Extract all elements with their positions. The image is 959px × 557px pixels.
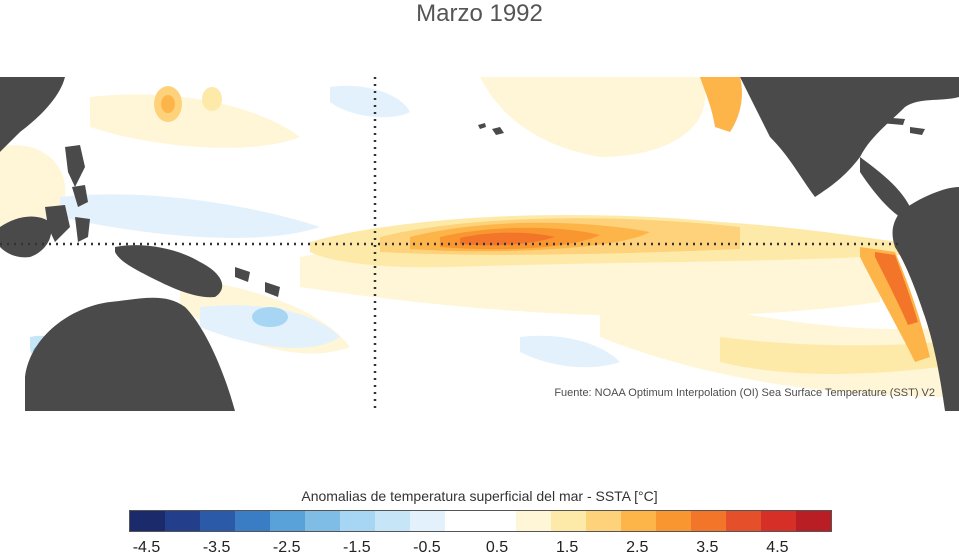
reference-lines xyxy=(0,77,900,411)
colorbar-swatch xyxy=(375,511,411,531)
colorbar-swatch xyxy=(760,511,796,531)
colorbar-swatch xyxy=(410,511,446,531)
source-credit: Fuente: NOAA Optimum Interpolation (OI) … xyxy=(554,387,935,399)
colorbar-ticks: -4.5 -3.5 -2.5 -1.5 -0.5 0.5 1.5 2.5 3.5 4.5 xyxy=(0,539,959,557)
colorbar-swatch xyxy=(550,511,586,531)
colorbar-swatch xyxy=(340,511,376,531)
anomaly-fields xyxy=(0,77,950,397)
colorbar-tick-label: -1.5 xyxy=(343,539,371,556)
colorbar-tick-label: -2.5 xyxy=(272,539,301,556)
colorbar-tick-label: 3.5 xyxy=(696,539,719,556)
colorbar-swatch xyxy=(130,511,166,531)
colorbar-swatch xyxy=(165,511,201,531)
colorbar-swatch xyxy=(515,511,551,531)
colorbar-swatch xyxy=(270,511,306,531)
colorbar-tick-label: -0.5 xyxy=(413,539,441,556)
colorbar-tick-label: 1.5 xyxy=(556,539,579,556)
colorbar-swatch xyxy=(200,511,236,531)
colorbar-swatch xyxy=(585,511,621,531)
colorbar-swatch xyxy=(235,511,271,531)
colorbar-tick-label: 2.5 xyxy=(626,539,649,556)
colorbar-swatch xyxy=(725,511,761,531)
ssta-map xyxy=(0,77,959,411)
colorbar-swatch xyxy=(620,511,656,531)
colorbar-label: Anomalias de temperatura superficial del… xyxy=(301,488,658,504)
map-title: Marzo 1992 xyxy=(416,0,543,27)
colorbar xyxy=(129,510,832,532)
colorbar-swatch xyxy=(480,511,516,531)
colorbar-swatch xyxy=(795,511,831,531)
colorbar-swatch xyxy=(305,511,341,531)
colorbar-tick-label: 0.5 xyxy=(485,539,509,556)
colorbar-swatch xyxy=(690,511,726,531)
land-masses xyxy=(0,77,959,411)
colorbar-tick-label: -3.5 xyxy=(202,539,231,556)
colorbar-swatch xyxy=(655,511,691,531)
colorbar-tick-label: -4.5 xyxy=(132,539,161,556)
colorbar-tick-label: 4.5 xyxy=(766,539,789,556)
colorbar-swatch xyxy=(445,511,481,531)
